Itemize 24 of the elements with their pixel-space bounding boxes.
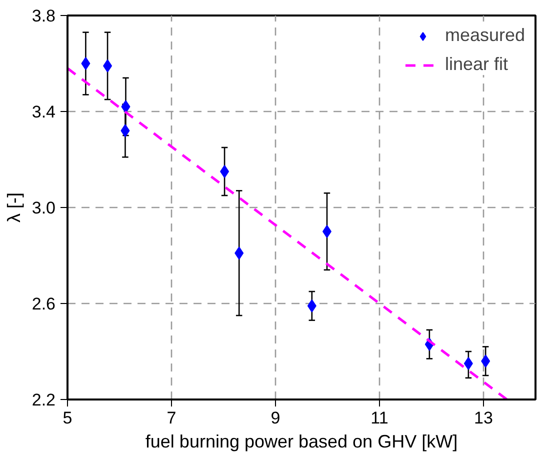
point: [81, 57, 90, 70]
x-tick-label: 7: [166, 408, 176, 428]
point: [234, 246, 244, 260]
x-axis-title: fuel burning power based on GHV [kW]: [145, 432, 458, 452]
y-tick-label: 2.2: [32, 390, 56, 410]
y-tick-label: 2.6: [32, 294, 56, 314]
y-tick-label: 3.8: [32, 6, 56, 26]
point: [322, 225, 332, 238]
legend-label: measured: [444, 25, 525, 46]
point: [120, 124, 130, 138]
x-tick-label: 9: [270, 408, 280, 428]
point: [481, 354, 490, 368]
y-tick-label: 3.0: [32, 198, 56, 218]
point: [464, 357, 473, 370]
point: [307, 299, 316, 312]
x-tick-label: 5: [62, 408, 72, 428]
point: [121, 100, 130, 114]
x-tick-label: 11: [370, 408, 388, 428]
point: [103, 59, 112, 72]
point: [220, 165, 230, 178]
y-tick-label: 3.4: [32, 102, 56, 122]
x-tick-label: 13: [474, 408, 493, 428]
legend-label: linear fit: [444, 54, 508, 75]
y-axis-title: λ [-]: [4, 192, 24, 222]
